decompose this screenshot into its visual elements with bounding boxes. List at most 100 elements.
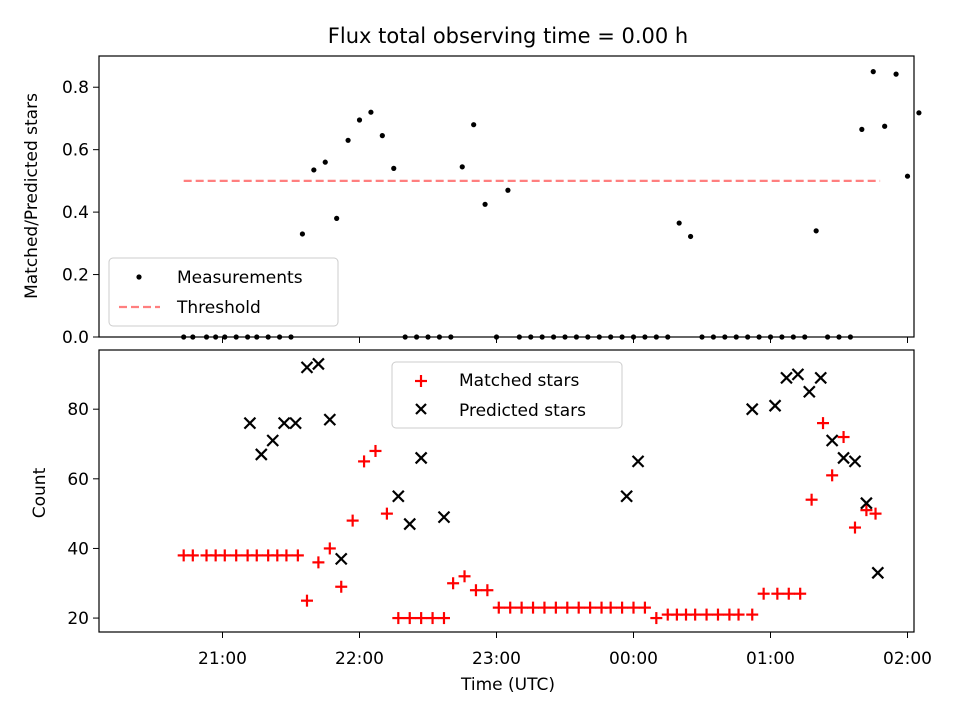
- matched-star-point: [869, 507, 882, 520]
- predicted-star-point: [300, 361, 314, 374]
- matched-star-point: [369, 444, 382, 457]
- matched-star-point: [346, 514, 359, 527]
- bottom-legend: Matched stars Predicted stars: [391, 361, 623, 429]
- bottom-x-tick-label: 21:00: [198, 649, 247, 669]
- bottom-x-tick-label: 22:00: [335, 649, 384, 669]
- matched-star-point: [447, 577, 460, 590]
- matched-star-point: [458, 570, 471, 583]
- matched-star-point: [860, 504, 873, 517]
- matched-star-point: [280, 549, 293, 562]
- top-y-tick-label: 0.6: [62, 141, 89, 161]
- legend-measurements-marker: [136, 274, 142, 280]
- predicted-star-point: [403, 517, 417, 531]
- top-legend-box: [108, 257, 339, 327]
- matched-star-point: [218, 549, 231, 562]
- matched-star-point: [186, 549, 199, 562]
- bottom-x-tick-label: 01:00: [746, 649, 795, 669]
- predicted-star-point: [323, 413, 337, 426]
- top-y-tick-label: 0.0: [62, 328, 89, 348]
- matched-star-point: [358, 455, 371, 468]
- predicted-star-point: [266, 434, 280, 447]
- measurement-point: [299, 231, 306, 237]
- bottom-y-axis-label: Count: [30, 467, 50, 518]
- top-panel: 0.00.20.40.60.8 Matched/Predicted stars …: [22, 55, 922, 348]
- matched-star-point: [504, 601, 517, 614]
- predicted-star-point: [414, 451, 428, 465]
- measurement-point: [471, 122, 477, 128]
- matched-star-point: [711, 608, 724, 621]
- top-plot-frame: [98, 55, 915, 338]
- matched-star-point: [481, 584, 494, 597]
- matched-star-point: [392, 612, 405, 625]
- predicted-star-point: [255, 448, 268, 461]
- predicted-star-point: [243, 416, 257, 430]
- matched-star-point: [627, 601, 640, 614]
- matched-star-point: [837, 431, 850, 444]
- bottom-y-tick-label: 60: [67, 470, 89, 490]
- matched-star-point: [782, 587, 795, 600]
- predicted-star-point: [871, 566, 885, 580]
- matched-star-point: [700, 608, 713, 621]
- top-y-axis-label: Matched/Predicted stars: [22, 93, 42, 299]
- bottom-x-tick-label: 00:00: [609, 649, 658, 669]
- matched-star-point: [805, 493, 818, 506]
- matched-star-point: [300, 594, 313, 607]
- measurement-point: [356, 117, 363, 123]
- predicted-star-point: [825, 434, 839, 447]
- predicted-star-point: [791, 368, 805, 381]
- measurement-point: [870, 69, 876, 75]
- matched-star-point: [250, 549, 263, 562]
- measurement-point: [505, 187, 511, 193]
- matched-star-point: [492, 601, 505, 614]
- bottom-x-tick-label: 23:00: [472, 649, 521, 669]
- predicted-star-point: [745, 402, 759, 416]
- predicted-star-point: [780, 371, 793, 385]
- bottom-legend-box: [391, 361, 623, 429]
- predicted-star-point: [334, 552, 348, 566]
- measurement-point: [904, 173, 911, 179]
- matched-star-point: [437, 612, 450, 625]
- matched-star-point: [826, 469, 839, 482]
- bottom-y-tick-label: 80: [67, 400, 89, 420]
- measurement-point: [813, 228, 819, 234]
- matched-star-point: [323, 542, 336, 555]
- predicted-star-point: [803, 385, 816, 399]
- predicted-star-point: [860, 496, 873, 510]
- measurement-point: [916, 110, 922, 116]
- matched-star-point: [689, 608, 702, 621]
- top-y-tick-label: 0.2: [62, 266, 89, 286]
- matched-star-point: [584, 601, 597, 614]
- matched-star-point: [415, 612, 428, 625]
- predicted-star-point: [848, 455, 862, 468]
- bottom-x-axis-label: Time (UTC): [460, 675, 555, 695]
- measurement-point: [345, 137, 351, 143]
- matched-star-point: [561, 601, 574, 614]
- measurement-point: [893, 71, 899, 77]
- matched-star-point: [616, 601, 629, 614]
- matched-star-point: [380, 507, 393, 520]
- legend-threshold-label: Threshold: [176, 298, 261, 318]
- matched-star-point: [771, 587, 784, 600]
- bottom-plot-frame: [98, 349, 915, 633]
- matched-star-point: [638, 601, 651, 614]
- matched-star-point: [515, 601, 528, 614]
- top-chart-title: Flux total observing time = 0.00 h: [328, 24, 688, 48]
- predicted-star-point: [277, 416, 291, 430]
- matched-star-point: [732, 608, 745, 621]
- predicted-star-point: [312, 357, 325, 371]
- matched-star-point: [572, 601, 585, 614]
- measurement-point: [379, 133, 385, 139]
- predicted-star-point: [289, 416, 302, 430]
- legend-measurements-label: Measurements: [177, 268, 303, 288]
- measurement-point: [391, 165, 397, 171]
- measurement-point: [459, 164, 465, 170]
- legend-matched-label: Matched stars: [459, 371, 579, 391]
- bottom-y-tick-label: 20: [67, 609, 89, 629]
- measurement-point: [882, 123, 888, 129]
- matched-star-point: [794, 587, 807, 600]
- legend-predicted-label: Predicted stars: [459, 401, 586, 421]
- matched-star-point: [291, 549, 304, 562]
- matched-star-point: [604, 601, 617, 614]
- measurement-point: [687, 233, 694, 240]
